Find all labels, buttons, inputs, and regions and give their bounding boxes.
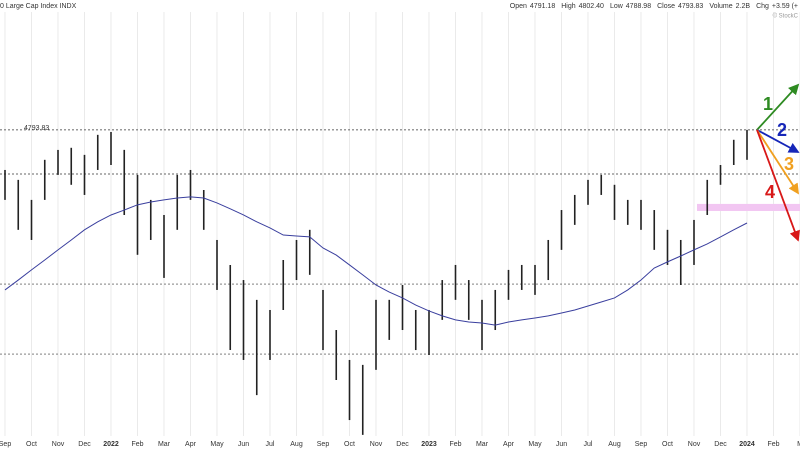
quote-value: +3.59 (+ (772, 3, 798, 10)
x-tick-label: Oct (662, 441, 673, 448)
resistance-band (697, 203, 800, 211)
quote-label: Close (657, 3, 675, 10)
x-tick-label: Dec (396, 441, 409, 448)
annotation: 2 (777, 120, 787, 140)
quote-value: 4802.40 (579, 3, 604, 10)
x-tick-label: Apr (185, 441, 197, 448)
x-tick-label: M (797, 441, 800, 448)
x-tick-label: Feb (767, 441, 779, 448)
quote-value: 4793.83 (678, 3, 703, 10)
x-tick-label: Jun (556, 441, 567, 448)
x-tick-label: Aug (608, 441, 621, 448)
x-tick-label: Jul (266, 441, 275, 448)
quote-label: Low (610, 3, 624, 10)
quote-label: Open (510, 3, 527, 10)
scenario-arrow (756, 129, 799, 195)
x-tick-label: 2024 (739, 441, 755, 448)
watermark: © StockC (773, 13, 799, 20)
chart-title: 0 Large Cap Index INDX (0, 3, 77, 10)
quote-value: 2.2B (736, 3, 751, 10)
x-tick-label: May (210, 441, 224, 448)
x-tick-label: Mar (476, 441, 489, 448)
x-tick-label: Sep (0, 441, 11, 448)
x-tick-label: Dec (714, 441, 727, 448)
x-tick-label: Feb (449, 441, 461, 448)
price-label: 4793.83 (24, 125, 49, 132)
quote-label: Volume (709, 3, 732, 10)
quote-label: High (561, 3, 576, 10)
x-tick-label: Aug (290, 441, 303, 448)
annotation: 1 (763, 94, 773, 114)
x-tick-label: May (528, 441, 542, 448)
x-tick-label: Mar (158, 441, 171, 448)
scenario-arrow (756, 129, 800, 153)
x-tick-label: Nov (688, 441, 701, 448)
quote-value: 4791.18 (530, 3, 555, 10)
scenario-arrow (756, 129, 800, 242)
x-tick-label: Apr (503, 441, 515, 448)
x-tick-label: 2023 (421, 441, 437, 448)
x-tick-label: Sep (317, 441, 330, 448)
x-tick-label: Oct (344, 441, 355, 448)
annotation: 4 (765, 182, 775, 202)
x-tick-label: 2022 (103, 441, 119, 448)
quote: Open 4791.18 High 4802.40 Low 4788.98 Close 479… (510, 3, 798, 10)
x-tick-label: Jul (584, 441, 593, 448)
quote-label: Chg (756, 3, 769, 10)
x-tick-label: Feb (131, 441, 143, 448)
x-tick-label: Sep (635, 441, 648, 448)
moving-average (4, 196, 748, 326)
x-tick-label: Jun (238, 441, 249, 448)
x-tick-label: Nov (52, 441, 65, 448)
x-tick-label: Nov (370, 441, 383, 448)
annotation: 3 (784, 154, 794, 174)
x-tick-label: Oct (26, 441, 37, 448)
x-tick-label: Dec (78, 441, 91, 448)
quote-value: 4788.98 (626, 3, 651, 10)
scenario-arrow (756, 83, 800, 131)
